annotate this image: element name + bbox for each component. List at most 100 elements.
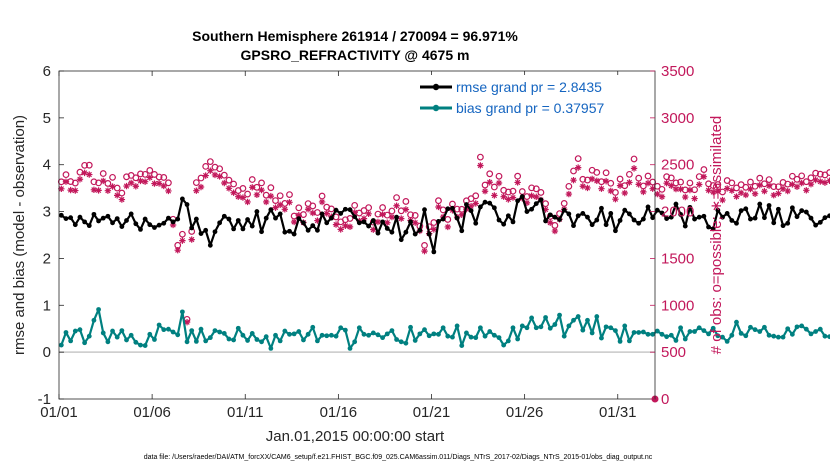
bias-point [403, 340, 409, 346]
assimilated-obs-marker [114, 192, 121, 199]
assimilated-obs-marker [81, 169, 88, 177]
possible-obs-marker [747, 178, 754, 186]
bias-point [68, 338, 74, 344]
bias-point [426, 333, 432, 339]
bias-point [473, 335, 479, 341]
assimilated-obs-marker [677, 185, 684, 193]
rmse-point [654, 207, 660, 213]
bias-point [245, 338, 250, 343]
possible-obs-marker [770, 183, 778, 191]
rmse-point [505, 213, 511, 219]
rmse-point [589, 222, 595, 228]
bias-point [217, 329, 223, 335]
possible-obs-marker [192, 179, 200, 187]
bias-point [654, 328, 660, 334]
assimilated-obs-marker [719, 196, 726, 204]
assimilated-obs-marker [644, 179, 652, 187]
rmse-point [366, 223, 372, 229]
rmse-point [640, 216, 646, 222]
assimilated-obs-marker [365, 210, 372, 218]
rmse-point [77, 214, 83, 220]
y-tick-label-left: 6 [43, 63, 51, 80]
possible-obs-marker [286, 191, 293, 199]
assimilated-obs-marker [458, 211, 465, 218]
possible-obs-marker [300, 211, 307, 218]
rmse-point [110, 220, 115, 226]
bias-point [701, 328, 707, 333]
rmse-point [687, 204, 693, 210]
bias-point [566, 323, 572, 329]
possible-obs-marker [602, 169, 610, 177]
bias-point [822, 333, 828, 339]
rmse-point [408, 219, 413, 225]
bias-point [152, 337, 157, 342]
assimilated-obs-marker [663, 179, 670, 187]
possible-obs-marker [616, 175, 624, 183]
possible-obs-marker [309, 202, 317, 210]
possible-obs-marker [132, 174, 140, 182]
assimilated-obs-marker [272, 204, 279, 211]
y-axis-label-right: # of obs: o=possible; ∗=assimilated [708, 116, 725, 355]
rmse-point [794, 214, 800, 220]
assimilated-obs-marker [207, 167, 214, 174]
assimilated-obs-marker [747, 185, 754, 193]
assimilated-obs-marker [155, 180, 163, 187]
bias-point [617, 338, 623, 344]
rmse-point [128, 211, 134, 217]
assimilated-obs-marker [304, 206, 312, 213]
bias-point [119, 328, 125, 333]
assimilated-obs-marker [332, 221, 340, 228]
possible-obs-marker [388, 207, 396, 215]
assimilated-obs-marker [793, 183, 801, 191]
bias-point [668, 332, 674, 338]
assimilated-obs-marker [542, 206, 549, 213]
rmse-point [510, 219, 516, 225]
assimilated-obs-marker [132, 183, 140, 190]
assimilated-obs-marker [58, 185, 65, 192]
rmse-point [342, 206, 348, 212]
assimilated-obs-marker [612, 196, 619, 203]
assimilated-obs-marker [607, 187, 614, 195]
assimilated-obs-marker [244, 198, 251, 206]
bias-point [63, 330, 69, 335]
possible-obs-marker [346, 215, 354, 222]
possible-obs-marker [630, 155, 638, 163]
assimilated-obs-marker [183, 318, 191, 326]
assimilated-obs-marker [258, 186, 265, 194]
bias-point [72, 328, 78, 334]
bias-point [291, 331, 297, 337]
assimilated-obs-marker [276, 201, 284, 209]
rmse-point [529, 206, 535, 212]
y-tick-label-left: -1 [38, 391, 51, 408]
rmse-point [142, 216, 148, 222]
assimilated-obs-marker [798, 179, 805, 187]
bias-point [529, 315, 535, 321]
bias-point [352, 339, 358, 345]
rmse-point [398, 237, 404, 243]
bias-point [505, 338, 511, 344]
possible-obs-marker [146, 167, 154, 174]
rmse-point [487, 200, 493, 206]
possible-obs-marker [160, 174, 168, 181]
y-tick-label-left: 1 [43, 297, 51, 314]
bias-point [110, 328, 115, 334]
bias-point [803, 326, 809, 332]
y-tick-label-right: 1000 [661, 297, 694, 314]
rmse-point [184, 202, 190, 207]
assimilated-obs-marker [728, 187, 736, 194]
rmse-point [799, 208, 805, 214]
bias-point [808, 331, 814, 337]
rmse-point [613, 228, 618, 234]
bias-point [212, 328, 218, 333]
assimilated-obs-marker [803, 187, 810, 194]
bias-point [552, 322, 558, 327]
possible-obs-marker [81, 161, 89, 169]
bias-point [287, 331, 292, 337]
bias-point [310, 324, 316, 330]
possible-obs-marker [751, 182, 759, 190]
y-tick-label-right: 3000 [661, 110, 694, 127]
bias-point [687, 329, 693, 334]
bias-point [524, 325, 530, 331]
assimilated-obs-marker [379, 211, 386, 218]
